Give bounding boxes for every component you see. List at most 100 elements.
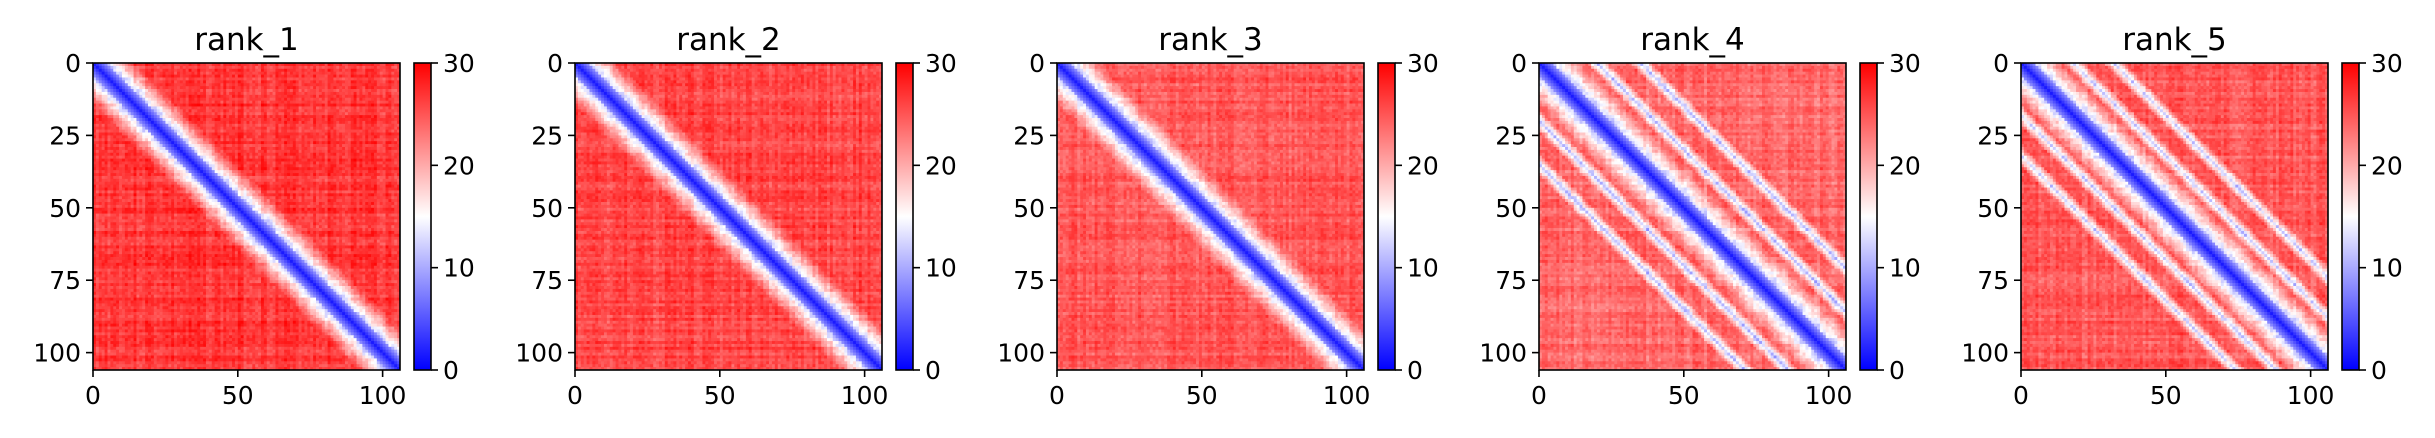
heatmap-cell (394, 69, 397, 72)
heatmap-cell (203, 77, 206, 80)
heatmap-cell (131, 83, 134, 86)
heatmap-cell (96, 80, 99, 83)
heatmap-cell (270, 72, 273, 75)
heatmap-cell (281, 104, 284, 107)
heatmap-cell (307, 83, 310, 86)
heatmap-cell (215, 72, 218, 75)
heatmap-cell (212, 66, 215, 69)
heatmap-cell (113, 72, 116, 75)
heatmap-cell (391, 80, 394, 83)
heatmap-cell (180, 69, 183, 72)
heatmap-cell (194, 106, 197, 109)
heatmap-cell (116, 86, 119, 89)
heatmap-cell (333, 104, 336, 107)
heatmap-cell (258, 104, 261, 107)
heatmap-cell (249, 72, 252, 75)
heatmap-cell (287, 89, 290, 92)
heatmap-cell (189, 80, 192, 83)
heatmap-cell (307, 86, 310, 89)
heatmap-cell (261, 80, 264, 83)
heatmap-cell (391, 89, 394, 92)
heatmap-cell (388, 104, 391, 107)
heatmap-cell (362, 75, 365, 78)
heatmap-cell (330, 95, 333, 98)
heatmap-cell (365, 89, 368, 92)
heatmap-cell (287, 92, 290, 95)
heatmap-cell (212, 104, 215, 107)
heatmap-cell (235, 95, 238, 98)
heatmap-cell (386, 86, 389, 89)
heatmap-cell (299, 86, 302, 89)
heatmap-cell (200, 80, 203, 83)
heatmap-cell (275, 95, 278, 98)
heatmap-cell (333, 101, 336, 104)
heatmap-cell (177, 104, 180, 107)
heatmap-cell (134, 77, 137, 80)
heatmap-cell (226, 106, 229, 109)
heatmap-cell (380, 89, 383, 92)
heatmap-cell (313, 69, 316, 72)
heatmap-cell (154, 86, 157, 89)
heatmap-cell (302, 104, 305, 107)
heatmap-cell (394, 80, 397, 83)
heatmap-cell (226, 66, 229, 69)
heatmap-cell (119, 95, 122, 98)
heatmap-cell (348, 95, 351, 98)
heatmap-cell (203, 80, 206, 83)
heatmap-cell (157, 77, 160, 80)
heatmap-cell (203, 95, 206, 98)
heatmap-cell (220, 89, 223, 92)
heatmap-cell (107, 101, 110, 104)
heatmap-cell (238, 72, 241, 75)
heatmap-cell (232, 83, 235, 86)
heatmap-cell (241, 101, 244, 104)
heatmap-cell (388, 98, 391, 101)
heatmap-cell (157, 101, 160, 104)
heatmap-cell (226, 95, 229, 98)
heatmap-cell (354, 77, 357, 80)
heatmap-cell (145, 98, 148, 101)
heatmap-cell (107, 95, 110, 98)
heatmap-cell (107, 83, 110, 86)
heatmap-cell (336, 66, 339, 69)
heatmap-cell (119, 92, 122, 95)
heatmap-cell (316, 89, 319, 92)
heatmap-cell (160, 95, 163, 98)
heatmap-cell (189, 92, 192, 95)
heatmap-cell (252, 101, 255, 104)
heatmap-cell (235, 66, 238, 69)
heatmap-cell (304, 75, 307, 78)
heatmap-cell (125, 89, 128, 92)
heatmap-cell (191, 98, 194, 101)
heatmap-cell (203, 101, 206, 104)
heatmap-cell (142, 92, 145, 95)
heatmap-cell (154, 66, 157, 69)
heatmap-cell (206, 83, 209, 86)
heatmap-cell (244, 69, 247, 72)
heatmap-cell (342, 98, 345, 101)
heatmap-cell (380, 75, 383, 78)
heatmap-cell (212, 69, 215, 72)
heatmap-cell (134, 75, 137, 78)
heatmap-cell (249, 101, 252, 104)
heatmap-cell (354, 101, 357, 104)
heatmap-cell (319, 72, 322, 75)
heatmap-cell (165, 75, 168, 78)
heatmap-cell (125, 86, 128, 89)
heatmap-cell (220, 72, 223, 75)
heatmap-cell (299, 104, 302, 107)
heatmap-cell (189, 104, 192, 107)
heatmap-cell (368, 66, 371, 69)
heatmap-cell (296, 86, 299, 89)
heatmap-cell (342, 83, 345, 86)
heatmap-cell (229, 80, 232, 83)
heatmap-cell (255, 72, 258, 75)
heatmap-cell (113, 98, 116, 101)
heatmap-cell (139, 95, 142, 98)
heatmap-cell (191, 95, 194, 98)
heatmap-cell (330, 89, 333, 92)
heatmap-cell (247, 77, 250, 80)
panel-title: rank_1 (194, 22, 299, 58)
heatmap-cell (218, 98, 221, 101)
heatmap-cell (160, 77, 163, 80)
